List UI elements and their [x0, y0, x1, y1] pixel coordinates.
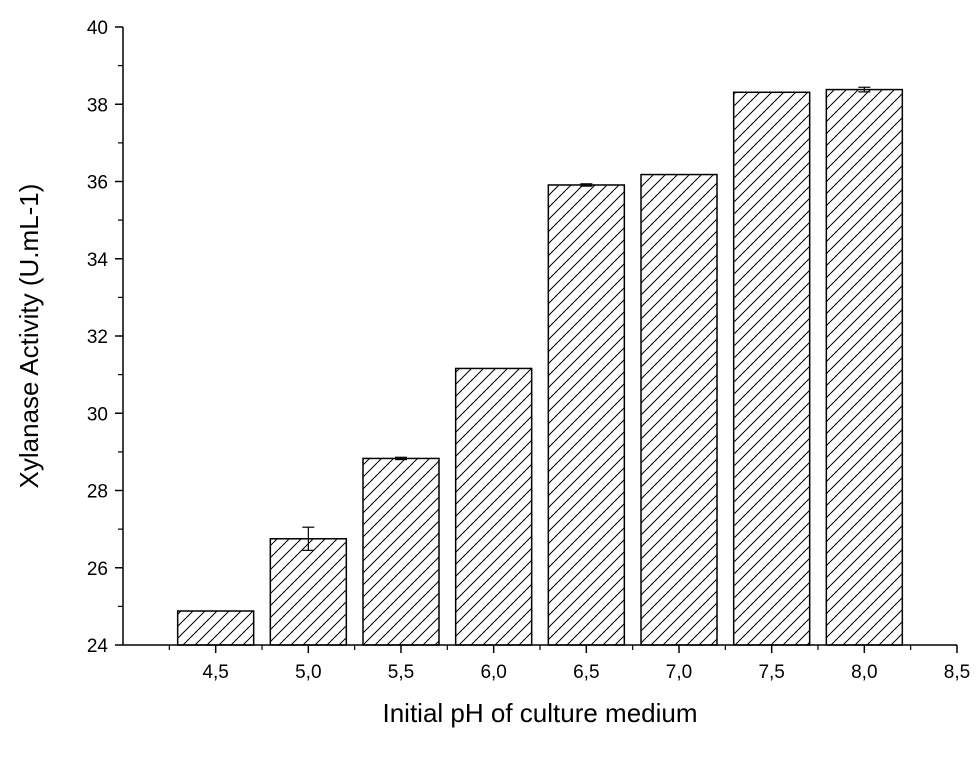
y-tick-label: 24 [87, 636, 109, 657]
x-tick-label: 4,5 [202, 662, 228, 683]
x-tick-label: 8,5 [944, 662, 970, 683]
bars-group [176, 88, 904, 646]
x-ticks-group: 4,5 5,0 5,5 6,0 6,5 7,0 7,5 8,0 8,5 [168, 645, 970, 683]
x-tick-label: 8,0 [851, 662, 877, 683]
bar [640, 173, 718, 646]
y-tick-label: 36 [87, 173, 108, 194]
y-tick-label: 34 [87, 250, 109, 271]
bar [732, 91, 811, 646]
y-tick-label: 28 [87, 482, 108, 503]
bar [825, 88, 904, 646]
y-tick-label: 30 [87, 404, 108, 425]
bar [269, 538, 348, 646]
y-tick-label: 40 [87, 18, 108, 39]
bar [454, 367, 533, 646]
bar [547, 184, 626, 646]
error-bars-group [302, 86, 871, 551]
x-tick-label: 5,5 [388, 662, 414, 683]
y-tick-label: 32 [87, 327, 108, 348]
y-ticks-group: 24 26 28 30 32 34 36 38 40 [87, 18, 123, 657]
y-tick-label: 38 [87, 95, 108, 116]
x-tick-label: 7,5 [758, 662, 784, 683]
x-tick-label: 5,0 [295, 662, 321, 683]
bar [362, 457, 440, 646]
x-axis-title: Initial pH of culture medium [382, 698, 697, 728]
x-tick-label: 6,0 [480, 662, 506, 683]
x-tick-label: 7,0 [666, 662, 692, 683]
y-tick-label: 26 [87, 559, 108, 580]
bar [176, 610, 255, 646]
x-tick-label: 6,5 [573, 662, 599, 683]
y-axis-title: Xylanase Activity (U.mL-1) [14, 184, 44, 489]
